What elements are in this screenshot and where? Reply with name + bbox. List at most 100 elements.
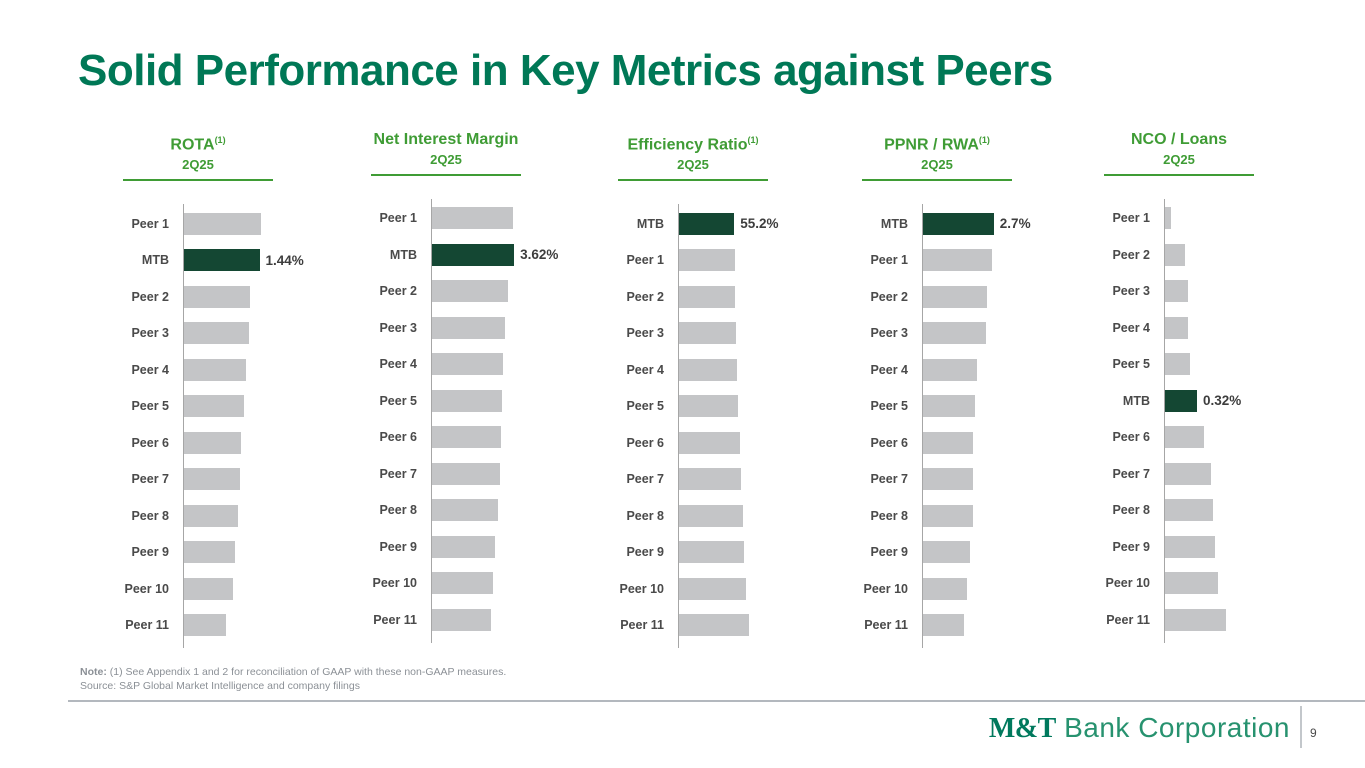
- chart-subtitle: 2Q25: [182, 157, 214, 173]
- peer-bar: [184, 285, 250, 308]
- peer-bar: [432, 462, 501, 485]
- row-label: Peer 7: [1112, 466, 1150, 481]
- peer-bar: [432, 207, 514, 230]
- row-label: Peer 4: [379, 357, 417, 372]
- row-label: Peer 2: [870, 289, 908, 304]
- peer-bar: [923, 285, 987, 308]
- chart-title: PPNR / RWA(1): [884, 135, 990, 154]
- peer-bar: [923, 431, 974, 454]
- peer-bar: [432, 572, 493, 595]
- footnote-marker: (1): [214, 135, 226, 145]
- bar-row-peer: Peer 11: [814, 607, 1060, 644]
- bar-row-peer: Peer 10: [323, 565, 569, 602]
- row-label: Peer 9: [870, 545, 908, 560]
- bar-row-mtb: MTB 0.32%: [1056, 383, 1302, 420]
- row-label: Peer 11: [125, 618, 169, 633]
- peer-bar: [1165, 462, 1211, 485]
- row-label: Peer 10: [863, 581, 908, 596]
- page-number: 9: [1310, 726, 1317, 740]
- chart-header-underline: [862, 179, 1012, 182]
- peer-bar: [679, 577, 746, 600]
- bar-row-peer: Peer 3: [323, 310, 569, 347]
- peer-bar: [679, 322, 736, 345]
- row-label: Peer 3: [1112, 284, 1150, 299]
- mtb-bar: [1165, 389, 1197, 412]
- bar-row-mtb: MTB 55.2%: [570, 205, 816, 242]
- metric-chart: NCO / Loans 2Q25 Peer 1 Peer 2 Peer 3 Peer …: [1056, 131, 1302, 643]
- peer-bar: [923, 577, 967, 600]
- bar-row-peer: Peer 6: [814, 424, 1060, 461]
- bar-row-peer: Peer 4: [75, 351, 321, 388]
- bar-row-peer: Peer 11: [1056, 602, 1302, 639]
- bar-row-peer: Peer 2: [1056, 237, 1302, 274]
- bar-row-peer: Peer 5: [1056, 346, 1302, 383]
- bar-row-peer: Peer 3: [75, 315, 321, 352]
- peer-bar: [1165, 499, 1213, 522]
- row-label: Peer 11: [620, 618, 664, 633]
- chart-bars-area: MTB 2.7% Peer 1 Peer 2 Peer 3 Peer 4 Peer 5 Pee…: [814, 204, 1060, 649]
- bar-row-peer: Peer 5: [570, 388, 816, 425]
- row-label: Peer 6: [1112, 430, 1150, 445]
- bar-row-peer: Peer 1: [1056, 200, 1302, 237]
- bar-row-peer: Peer 8: [814, 497, 1060, 534]
- peer-bar: [1165, 316, 1188, 339]
- bar-row-peer: Peer 9: [1056, 529, 1302, 566]
- peer-bar: [679, 614, 749, 637]
- bar-row-peer: Peer 1: [323, 200, 569, 237]
- bar-row-peer: Peer 7: [570, 461, 816, 498]
- bar-row-peer: Peer 10: [75, 570, 321, 607]
- company-logo: M&T Bank Corporation: [989, 712, 1290, 745]
- footnote-source-line: Source: S&P Global Market Intelligence a…: [80, 679, 360, 692]
- footnote-note-line: Note: (1) See Appendix 1 and 2 for recon…: [80, 666, 506, 680]
- peer-bar: [184, 504, 238, 527]
- bar-row-peer: Peer 3: [570, 315, 816, 352]
- peer-bar: [1165, 207, 1171, 230]
- bar-row-peer: Peer 7: [1056, 456, 1302, 493]
- peer-bar: [184, 212, 261, 235]
- footer-divider: [68, 700, 1365, 702]
- chart-subtitle: 2Q25: [921, 157, 953, 173]
- bar-row-peer: Peer 2: [814, 278, 1060, 315]
- row-label: Peer 9: [1112, 539, 1150, 554]
- row-label: Peer 4: [131, 362, 169, 377]
- mtb-bar: [923, 212, 994, 235]
- bar-row-peer: Peer 8: [1056, 492, 1302, 529]
- row-label: Peer 9: [626, 545, 664, 560]
- chart-title: ROTA(1): [170, 135, 226, 154]
- row-label: Peer 7: [626, 472, 664, 487]
- bar-row-peer: Peer 2: [323, 273, 569, 310]
- footnote: Note: (1) See Appendix 1 and 2 for recon…: [80, 666, 506, 693]
- row-label: Peer 11: [373, 612, 417, 627]
- chart-bars-area: Peer 1 MTB 1.44% Peer 2 Peer 3 Peer 4 Peer 5 Pe…: [75, 204, 321, 649]
- peer-bar: [679, 358, 737, 381]
- peer-bar: [679, 395, 738, 418]
- logo-mtb-mark: M&T: [988, 713, 1056, 744]
- bar-row-peer: Peer 7: [75, 461, 321, 498]
- row-label: Peer 10: [124, 581, 169, 596]
- peer-bar: [1165, 353, 1190, 376]
- row-label: MTB: [141, 253, 169, 268]
- row-label: Peer 3: [379, 320, 417, 335]
- bar-row-peer: Peer 2: [570, 278, 816, 315]
- mtb-bar: [432, 243, 515, 266]
- chart-subtitle: 2Q25: [1163, 152, 1195, 167]
- row-label: Peer 11: [1106, 612, 1150, 627]
- row-label: Peer 4: [626, 362, 664, 377]
- footnote-marker: (1): [747, 135, 759, 145]
- peer-bar: [432, 353, 503, 376]
- peer-bar: [1165, 426, 1204, 449]
- peer-bar: [184, 431, 241, 454]
- peer-bar: [432, 389, 503, 412]
- row-label: Peer 8: [379, 503, 417, 518]
- row-label: Peer 2: [1112, 247, 1150, 262]
- peer-bar: [923, 468, 973, 491]
- bar-row-peer: Peer 5: [323, 383, 569, 420]
- peer-bar: [679, 249, 735, 272]
- bar-row-peer: Peer 6: [570, 424, 816, 461]
- peer-bar: [1165, 280, 1188, 303]
- bar-row-peer: Peer 7: [323, 456, 569, 493]
- peer-bar: [1165, 535, 1215, 558]
- row-label: Peer 11: [864, 618, 908, 633]
- peer-bar: [679, 468, 741, 491]
- bar-row-peer: Peer 2: [75, 278, 321, 315]
